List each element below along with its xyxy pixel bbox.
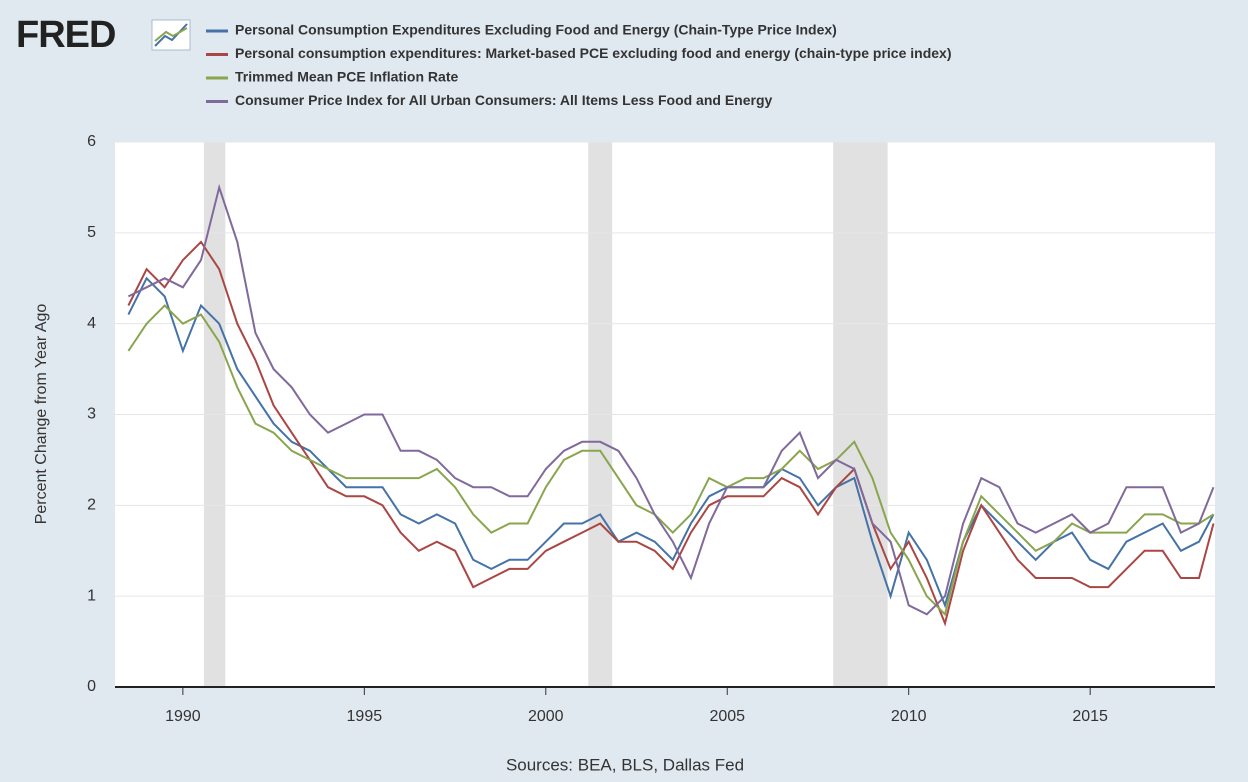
x-tick-label: 1990	[165, 708, 201, 725]
legend-label: Consumer Price Index for All Urban Consu…	[235, 92, 773, 108]
x-tick-label: 1995	[347, 708, 383, 725]
y-tick-label: 4	[87, 315, 96, 332]
legend-label: Trimmed Mean PCE Inflation Rate	[235, 69, 458, 85]
series-line	[127, 304, 1215, 617]
y-tick-label: 6	[87, 133, 96, 150]
y-axis-title: Percent Change from Year Ago	[33, 304, 50, 525]
y-tick-label: 0	[87, 678, 96, 695]
x-tick-label: 2015	[1072, 708, 1108, 725]
series-line	[127, 276, 1215, 609]
y-tick-label: 5	[87, 224, 96, 241]
series-line	[127, 183, 1215, 616]
y-tick-label: 1	[87, 587, 96, 604]
x-tick-label: 2005	[709, 708, 745, 725]
logo: FRED	[16, 14, 115, 56]
y-tick-label: 2	[87, 497, 96, 514]
source: Sources: BEA, BLS, Dallas Fed	[506, 755, 744, 774]
legend-label: Personal consumption expenditures: Marke…	[235, 45, 951, 61]
legend-label: Personal Consumption Expenditures Exclud…	[235, 22, 837, 38]
logo-icon	[151, 19, 191, 51]
x-tick-label: 2010	[891, 708, 927, 725]
x-tick-label: 2000	[528, 708, 564, 725]
y-tick-label: 3	[87, 406, 96, 423]
